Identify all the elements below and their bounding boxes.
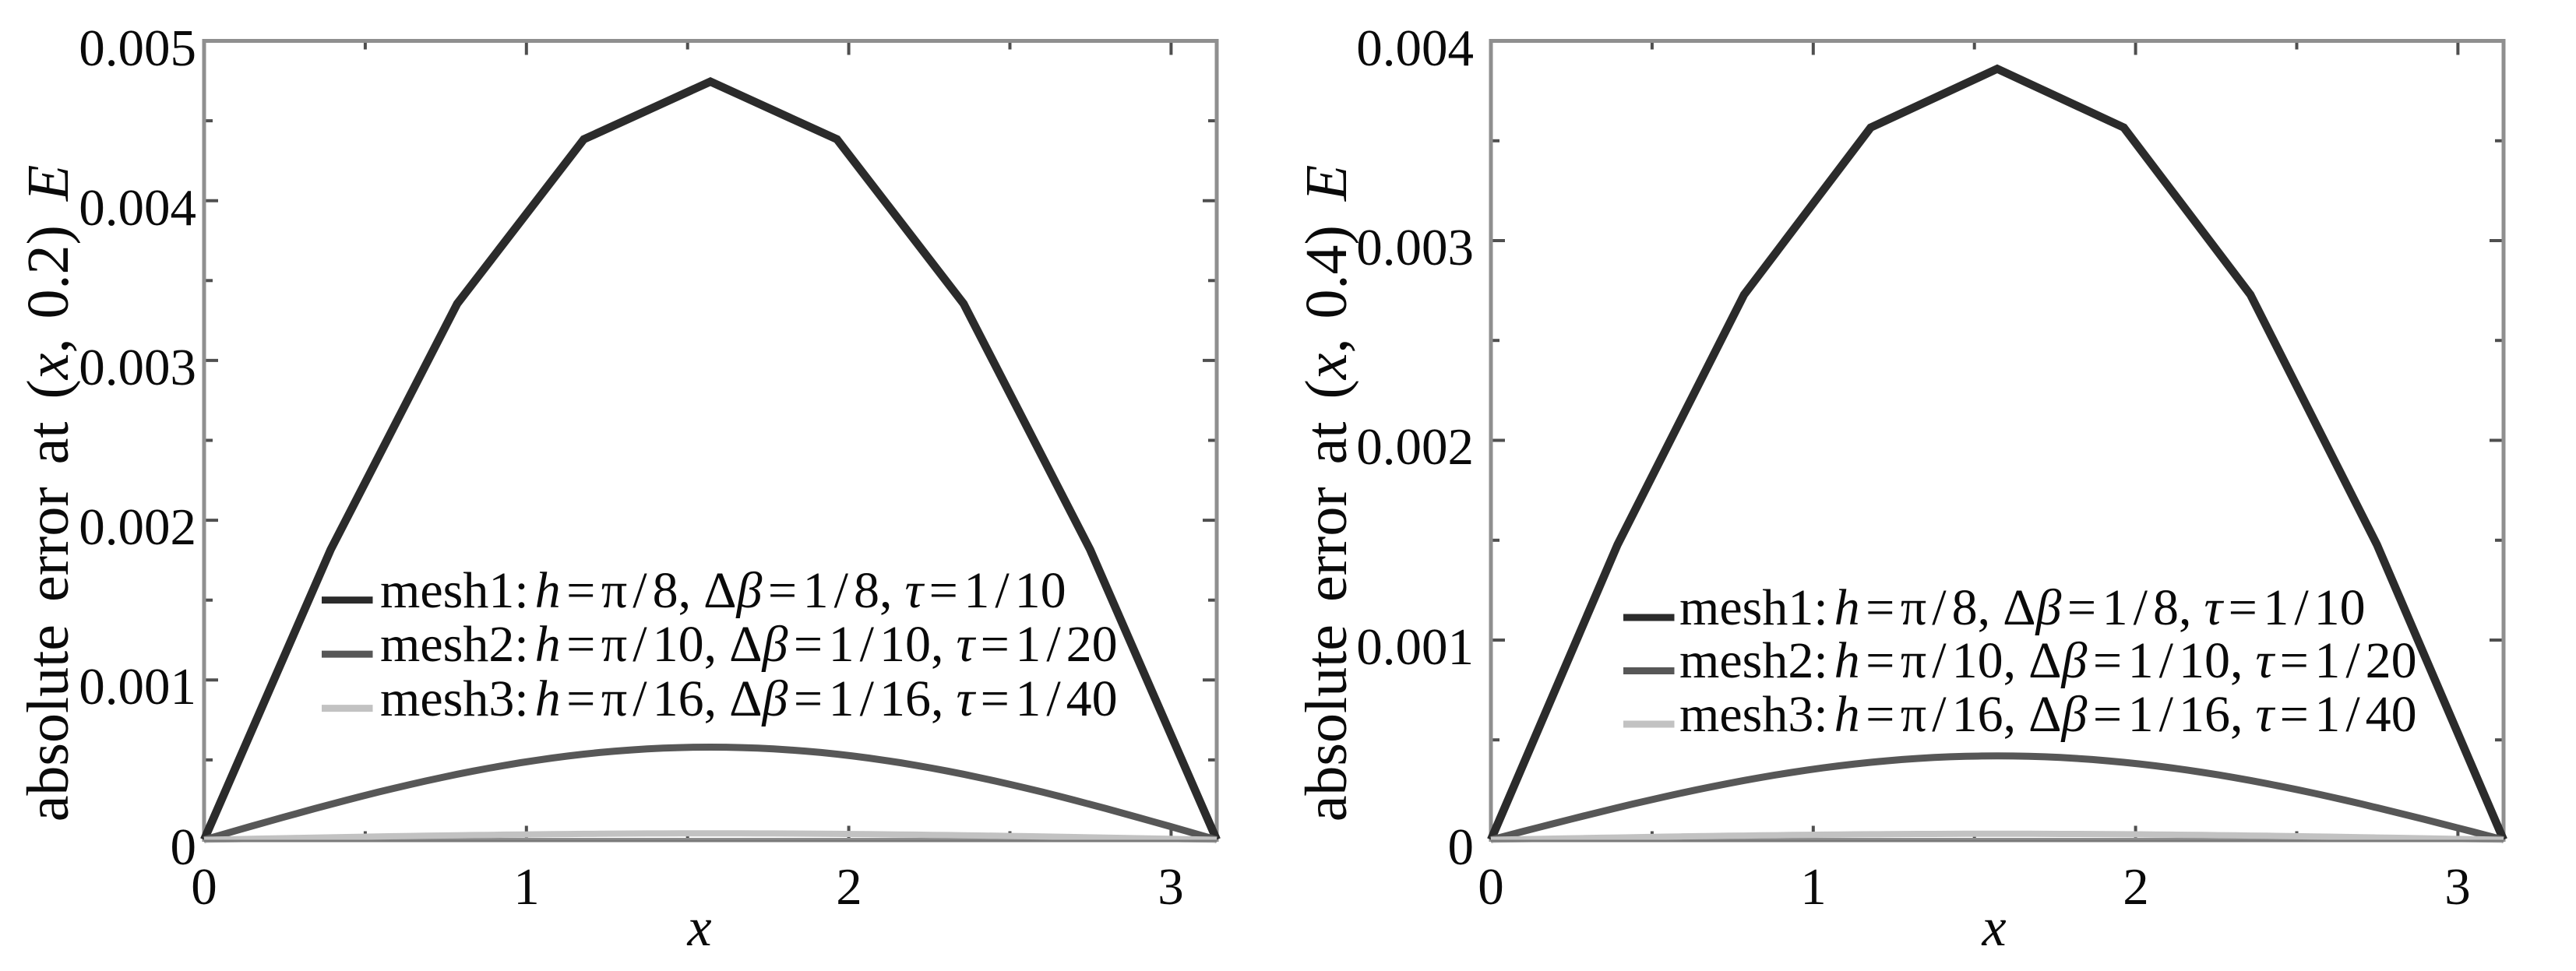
svg-text:0.003: 0.003 <box>1356 219 1474 276</box>
svg-text:mesh3:h=π/16,Δβ=1/16,τ=1/40: mesh3: h = π/16, Δβ = 1/16, τ = 1/40 <box>380 670 1118 727</box>
svg-text:mesh1:h=π/8,Δβ=1/8,τ=1/10: mesh1: h = π/8, Δβ = 1/8, τ = 1/10 <box>380 562 1066 619</box>
svg-text:mesh3:h=π/16,Δβ=1/16,τ=1/40: mesh3: h = π/16, Δβ = 1/16, τ = 1/40 <box>1679 686 2417 743</box>
svg-text:absolute error at (x, 0.4) E: absolute error at (x, 0.4) E <box>1294 165 1359 822</box>
svg-text:mesh2:h=π/10,Δβ=1/10,τ=1/20: mesh2: h = π/10, Δβ = 1/10, τ = 1/20 <box>380 616 1118 673</box>
svg-text:x: x <box>1981 898 2006 958</box>
svg-text:mesh1:h=π/8,Δβ=1/8,τ=1/10: mesh1: h = π/8, Δβ = 1/8, τ = 1/10 <box>1679 579 2366 636</box>
svg-text:x: x <box>686 898 711 958</box>
svg-text:0.002: 0.002 <box>79 498 196 556</box>
svg-text:0: 0 <box>191 858 217 916</box>
svg-text:0.002: 0.002 <box>1356 418 1474 476</box>
svg-text:0.005: 0.005 <box>79 19 196 77</box>
svg-text:0.004: 0.004 <box>79 179 196 237</box>
svg-text:0: 0 <box>1478 858 1504 916</box>
svg-text:absolute error at (x, 0.2) E: absolute error at (x, 0.2) E <box>16 165 81 822</box>
svg-text:0.004: 0.004 <box>1356 19 1474 77</box>
svg-text:0.001: 0.001 <box>79 658 196 716</box>
svg-text:0.003: 0.003 <box>79 339 196 396</box>
svg-text:3: 3 <box>2444 858 2471 916</box>
svg-text:0: 0 <box>171 818 197 876</box>
svg-text:2: 2 <box>2123 858 2149 916</box>
svg-text:2: 2 <box>836 858 862 916</box>
svg-text:mesh2:h=π/10,Δβ=1/10,τ=1/20: mesh2: h = π/10, Δβ = 1/10, τ = 1/20 <box>1679 632 2417 689</box>
svg-text:0.001: 0.001 <box>1356 618 1474 676</box>
svg-text:0: 0 <box>1448 818 1475 876</box>
svg-text:3: 3 <box>1158 858 1184 916</box>
svg-text:1: 1 <box>513 858 540 916</box>
svg-text:1: 1 <box>1800 858 1827 916</box>
